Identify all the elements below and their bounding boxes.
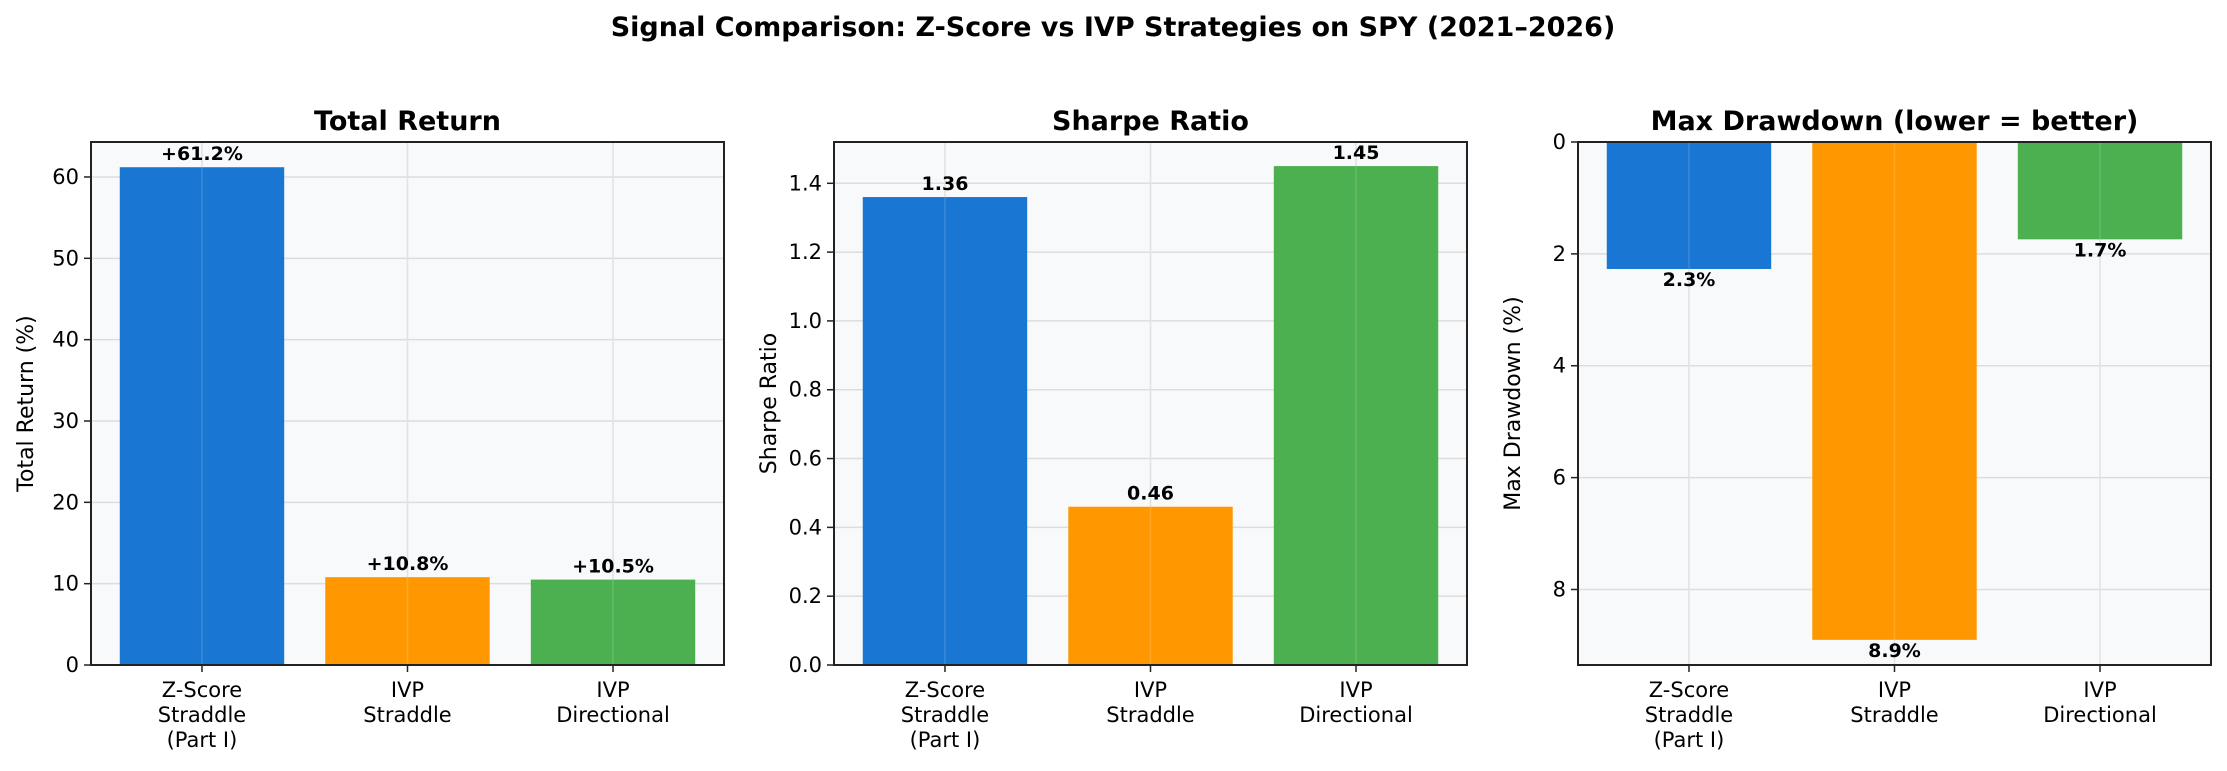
y-tick-label: 50 [52,246,79,270]
y-tick-label: 0.6 [789,447,822,471]
y-tick-label: 0.4 [789,515,822,539]
y-tick-label: 0.0 [789,653,822,677]
y-tick-label: 0.2 [789,584,822,608]
x-tick-label: Z-Score [905,678,985,702]
x-tick-label: IVP [391,678,424,702]
bar [1812,142,1977,640]
data-label: 1.7% [2074,239,2127,261]
panel-title: Total Return [314,106,501,137]
bar [1068,506,1233,665]
x-tick-label: IVP [1878,678,1911,702]
x-tick-label: Straddle [1106,703,1194,727]
x-tick-label: Straddle [158,703,246,727]
data-label: +61.2% [161,143,243,165]
figure-title: Signal Comparison: Z-Score vs IVP Strate… [611,12,1616,43]
y-tick-label: 40 [52,328,79,352]
bar [2017,142,2183,240]
bar [1606,142,1772,269]
data-label: 0.46 [1127,483,1174,505]
x-tick-label: Straddle [363,703,451,727]
panel-title: Sharpe Ratio [1052,106,1249,137]
y-tick-label: 4 [1553,354,1566,378]
y-axis-label: Max Drawdown (%) [1501,296,1526,510]
data-label: 8.9% [1868,640,1921,662]
x-tick-label: (Part I) [910,728,981,752]
bar [325,577,490,665]
y-tick-label: 0.8 [789,378,822,402]
x-tick-label: Directional [2043,703,2157,727]
x-tick-label: Straddle [1850,703,1938,727]
x-tick-label: (Part I) [1654,728,1725,752]
x-tick-label: IVP [1134,678,1167,702]
x-tick-label: IVP [2083,678,2116,702]
data-label: 1.36 [922,173,969,195]
y-tick-label: 0 [1553,130,1566,154]
y-tick-label: 8 [1553,577,1566,601]
y-tick-label: 2 [1553,242,1566,266]
x-tick-label: IVP [1339,678,1372,702]
y-axis-label: Total Return (%) [14,315,39,492]
x-tick-label: Directional [556,703,670,727]
y-tick-label: 20 [52,490,79,514]
data-label: 1.45 [1333,142,1380,164]
panel-2: 1.36 0.46 1.45 0.0 0.2 0.4 0.6 0.8 1.0 1.2 1.4 Z-Sc… [757,106,1468,752]
y-tick-label: 10 [52,572,79,596]
bar [119,167,285,666]
x-tick-label: Z-Score [162,678,242,702]
y-tick-label: 60 [52,165,79,189]
x-tick-label: Directional [1299,703,1413,727]
x-tick-label: (Part I) [167,728,238,752]
x-tick-label: Straddle [901,703,989,727]
x-tick-label: Z-Score [1649,678,1729,702]
y-tick-label: 0 [66,653,79,677]
data-label: 2.3% [1663,269,1716,291]
y-axis-label: Sharpe Ratio [757,333,782,474]
x-tick-label: Straddle [1645,703,1733,727]
y-tick-label: 1.2 [789,240,822,264]
data-label: +10.5% [572,556,654,578]
bar [1273,166,1439,666]
y-tick-label: 30 [52,409,79,433]
panel-title: Max Drawdown (lower = better) [1651,106,2139,137]
x-tick-label: IVP [596,678,629,702]
y-tick-label: 1.4 [789,171,822,195]
y-tick-label: 6 [1553,466,1566,490]
bar [862,197,1028,666]
panel-1: +61.2%+10.8% +10.5%0102030405060Z-ScoreSt… [14,106,725,752]
data-label: +10.8% [367,553,449,575]
y-tick-label: 1.0 [789,309,822,333]
bar [530,579,696,665]
